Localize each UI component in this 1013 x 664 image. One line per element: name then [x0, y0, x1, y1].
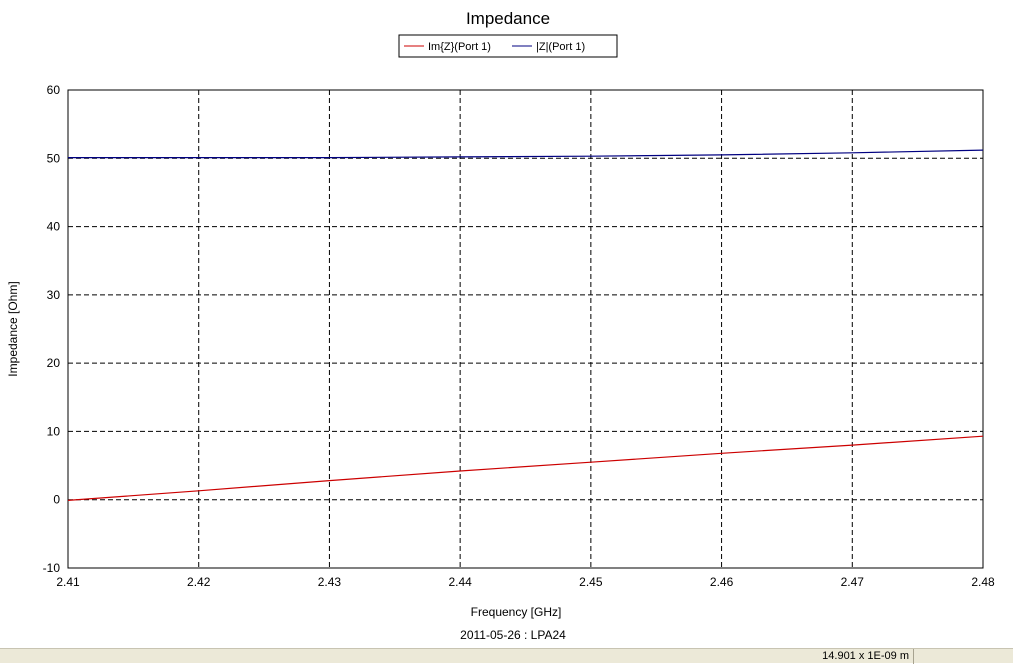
y-tick-label: 30	[47, 288, 61, 302]
y-tick-label: 40	[47, 220, 61, 234]
x-axis-label: Frequency [GHz]	[471, 605, 562, 619]
x-axis: 2.41 2.42 2.43 2.44 2.45 2.46 2.47 2.48	[56, 575, 995, 589]
y-tick-label: 60	[47, 83, 61, 97]
status-coordinates: 14.901 x 1E-09 m	[700, 649, 914, 664]
y-axis-label: Impedance [Ohm]	[6, 281, 20, 376]
legend-box	[398, 34, 618, 58]
grid	[68, 90, 983, 568]
x-tick-label: 2.46	[710, 575, 734, 589]
x-tick-label: 2.44	[448, 575, 472, 589]
status-bar: 14.901 x 1E-09 m	[0, 648, 1013, 664]
y-axis: 60 50 40 30 20 10 0 -10	[43, 83, 61, 575]
legend: Im{Z}(Port 1) |Z|(Port 1)	[398, 34, 618, 58]
y-tick-label: 0	[53, 493, 60, 507]
series-lines	[67, 149, 984, 501]
x-tick-label: 2.42	[187, 575, 211, 589]
x-tick-label: 2.48	[971, 575, 995, 589]
x-tick-label: 2.45	[579, 575, 603, 589]
y-tick-label: 50	[47, 151, 61, 165]
legend-label-abs-z: |Z|(Port 1)	[536, 41, 585, 53]
x-tick-label: 2.41	[56, 575, 80, 589]
x-tick-label: 2.43	[318, 575, 342, 589]
plot-area	[67, 89, 984, 569]
chart-title: Impedance	[466, 9, 550, 28]
series-line-abs-z	[68, 149, 984, 159]
y-tick-label: -10	[43, 561, 61, 575]
legend-label-im-z: Im{Z}(Port 1)	[428, 41, 491, 53]
x-tick-label: 2.47	[841, 575, 865, 589]
series-line-im-z	[67, 435, 984, 501]
status-pane-empty	[916, 649, 1013, 664]
chart-footer: 2011-05-26 : LPA24	[460, 628, 566, 642]
y-tick-label: 10	[47, 424, 61, 438]
y-tick-label: 20	[47, 356, 61, 370]
